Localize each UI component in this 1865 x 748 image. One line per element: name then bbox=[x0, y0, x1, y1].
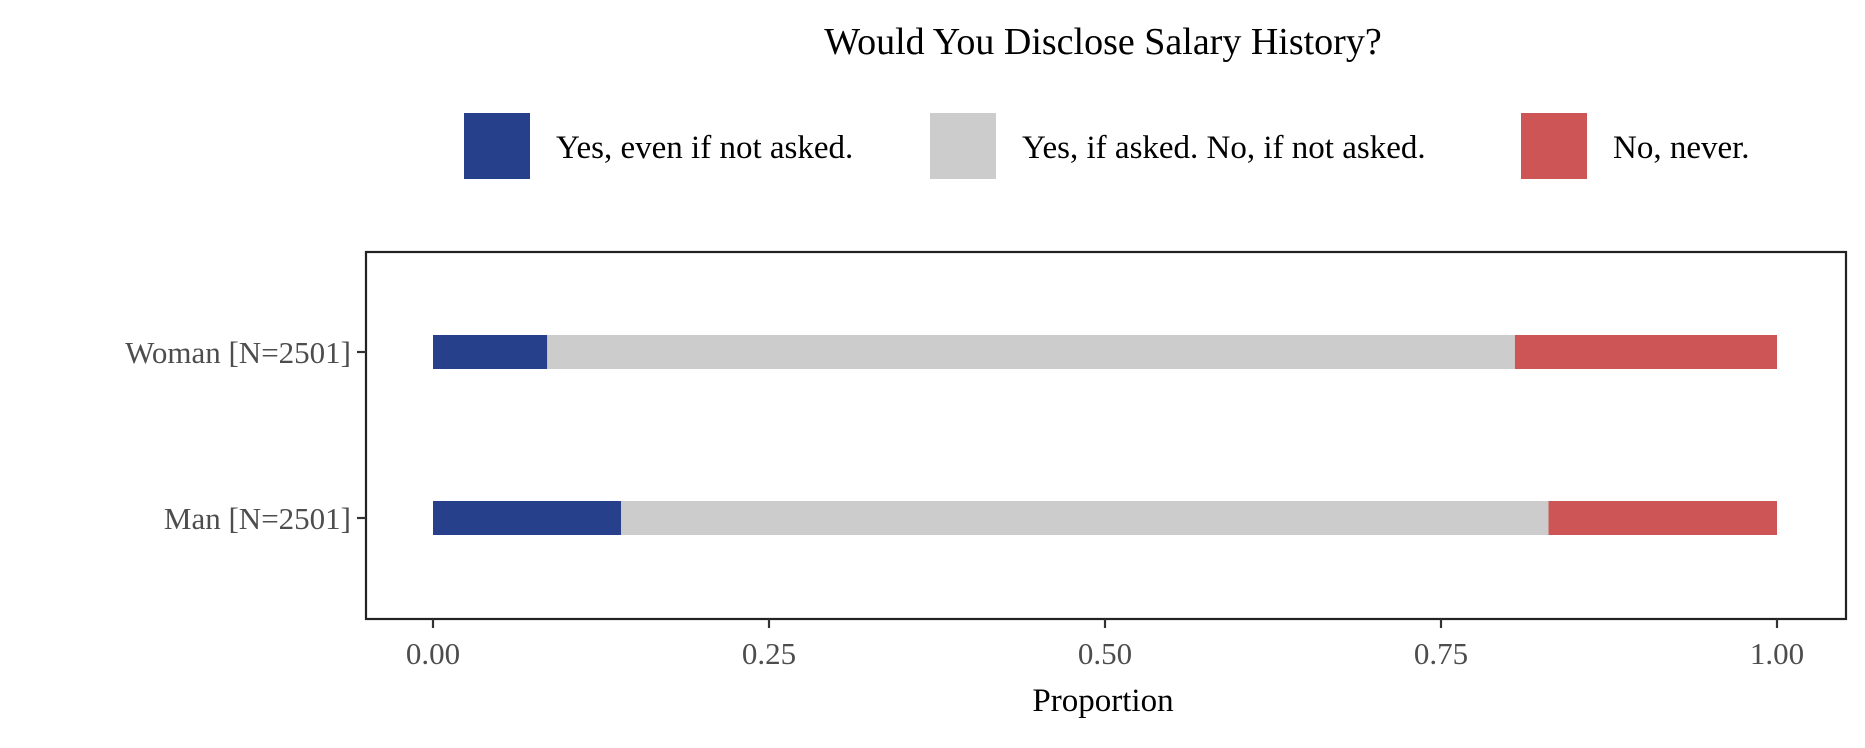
legend-swatch bbox=[464, 113, 530, 179]
bar-woman-n-2501-yes-if-asked-no-if-not-asked bbox=[547, 335, 1515, 369]
legend-label: No, never. bbox=[1613, 130, 1750, 166]
bar-man-n-2501-no-never bbox=[1548, 501, 1777, 535]
plot-panel bbox=[364, 250, 1848, 621]
y-axis: Woman [N=2501] Man [N=2501] bbox=[125, 335, 366, 536]
legend: Yes, even if not asked. Yes, if asked. No… bbox=[464, 113, 1750, 179]
x-tick-label: 0.25 bbox=[742, 636, 796, 671]
legend-item-yes-even-if-not-asked: Yes, even if not asked. bbox=[464, 113, 853, 179]
x-tick-label: 0.00 bbox=[406, 636, 460, 671]
x-axis-title: Proportion bbox=[1032, 683, 1173, 719]
y-tick-label: Woman [N=2501] bbox=[125, 335, 351, 370]
x-tick-label: 0.50 bbox=[1078, 636, 1132, 671]
legend-swatch bbox=[1521, 113, 1587, 179]
bar-woman-n-2501-no-never bbox=[1514, 335, 1777, 369]
legend-label: Yes, even if not asked. bbox=[556, 130, 853, 166]
legend-item-no-never: No, never. bbox=[1521, 113, 1750, 179]
legend-swatch bbox=[930, 113, 996, 179]
bar-woman-n-2501-yes-even-if-not-asked bbox=[433, 335, 548, 369]
legend-label: Yes, if asked. No, if not asked. bbox=[1022, 130, 1426, 166]
chart-title: Would You Disclose Salary History? bbox=[824, 21, 1381, 63]
x-tick-label: 0.75 bbox=[1414, 636, 1468, 671]
x-axis: 0.00 0.25 0.50 0.75 1.00 bbox=[406, 619, 1804, 671]
bar-man-n-2501-yes-if-asked-no-if-not-asked bbox=[621, 501, 1549, 535]
y-tick-label: Man [N=2501] bbox=[164, 501, 351, 536]
bar-man-n-2501-yes-even-if-not-asked bbox=[433, 501, 622, 535]
x-tick-label: 1.00 bbox=[1750, 636, 1804, 671]
bars-layer bbox=[433, 335, 1777, 535]
legend-item-yes-if-asked-no-if-not-asked: Yes, if asked. No, if not asked. bbox=[930, 113, 1426, 179]
